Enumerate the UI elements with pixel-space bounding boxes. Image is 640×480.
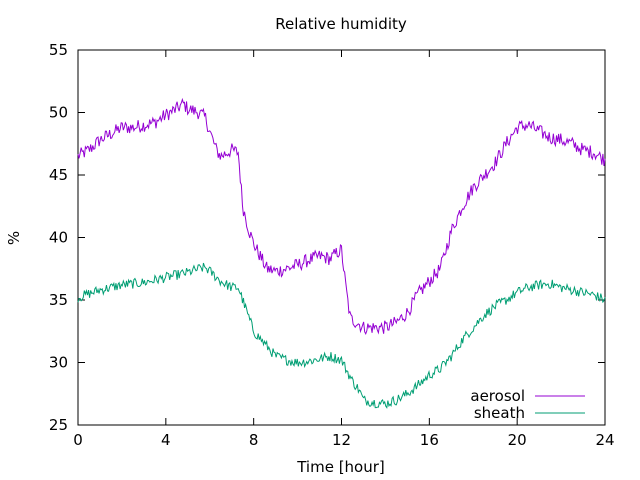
series-group (77, 97, 606, 409)
x-tick-label: 0 (73, 431, 83, 449)
series-line-sheath (77, 262, 606, 409)
y-tick-label: 55 (49, 41, 68, 59)
x-tick-label: 8 (249, 431, 259, 449)
x-tick-label: 24 (595, 431, 614, 449)
x-axis-label: Time [hour] (296, 458, 385, 476)
y-tick-label: 50 (49, 104, 68, 122)
x-tick-label: 20 (508, 431, 527, 449)
y-tick-label: 30 (49, 354, 68, 372)
x-axis: 0 4 8 12 16 20 24 (73, 50, 615, 449)
chart-title: Relative humidity (275, 15, 407, 33)
legend-label-aerosol: aerosol (470, 387, 525, 405)
series-line-aerosol (77, 97, 606, 336)
y-tick-label: 40 (49, 229, 68, 247)
y-axis: 25 30 35 40 45 50 55 (49, 41, 605, 434)
legend: aerosol sheath (470, 387, 585, 422)
x-tick-label: 4 (161, 431, 171, 449)
legend-label-sheath: sheath (474, 404, 525, 422)
x-tick-label: 12 (332, 431, 351, 449)
y-tick-label: 45 (49, 166, 68, 184)
plot-frame (77, 49, 606, 426)
y-tick-label: 35 (49, 291, 68, 309)
y-tick-label: 25 (49, 416, 68, 434)
x-tick-label: 16 (420, 431, 439, 449)
y-axis-label: % (5, 231, 23, 245)
